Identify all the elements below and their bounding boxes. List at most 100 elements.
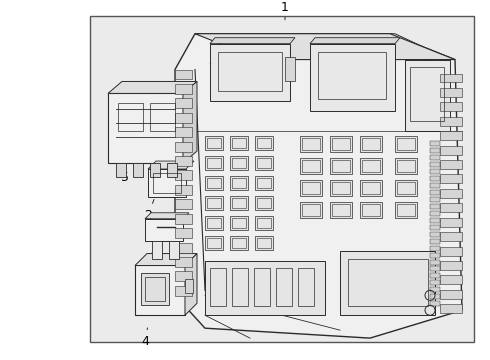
Polygon shape: [440, 146, 462, 154]
Polygon shape: [430, 301, 440, 306]
Polygon shape: [360, 180, 382, 196]
Polygon shape: [145, 213, 189, 219]
Polygon shape: [330, 136, 352, 152]
Polygon shape: [430, 211, 440, 216]
Polygon shape: [148, 161, 194, 169]
Polygon shape: [116, 163, 126, 177]
Polygon shape: [175, 185, 192, 195]
Polygon shape: [440, 102, 462, 111]
Polygon shape: [135, 265, 185, 315]
Polygon shape: [440, 73, 462, 82]
Polygon shape: [440, 290, 462, 299]
Polygon shape: [430, 280, 440, 285]
Polygon shape: [440, 261, 462, 270]
Polygon shape: [167, 163, 177, 177]
Polygon shape: [330, 180, 352, 196]
Polygon shape: [175, 141, 192, 152]
Polygon shape: [230, 236, 248, 249]
Polygon shape: [141, 274, 169, 305]
Polygon shape: [430, 162, 440, 167]
Polygon shape: [133, 163, 143, 177]
Polygon shape: [230, 176, 248, 190]
Polygon shape: [430, 204, 440, 209]
Polygon shape: [300, 202, 322, 218]
Polygon shape: [340, 251, 435, 315]
Polygon shape: [440, 189, 462, 198]
Polygon shape: [430, 183, 440, 188]
Polygon shape: [430, 294, 440, 299]
Polygon shape: [440, 275, 462, 284]
Polygon shape: [330, 158, 352, 174]
Polygon shape: [255, 216, 273, 230]
Polygon shape: [255, 136, 273, 150]
Polygon shape: [430, 218, 440, 223]
Polygon shape: [430, 141, 440, 146]
Polygon shape: [430, 148, 440, 153]
Polygon shape: [440, 247, 462, 256]
Polygon shape: [430, 176, 440, 181]
Polygon shape: [300, 180, 322, 196]
Polygon shape: [395, 180, 417, 196]
Polygon shape: [430, 232, 440, 237]
Polygon shape: [430, 225, 440, 230]
Polygon shape: [430, 197, 440, 202]
Polygon shape: [175, 156, 192, 166]
Polygon shape: [148, 169, 186, 197]
Polygon shape: [90, 16, 474, 342]
Polygon shape: [430, 239, 440, 244]
Polygon shape: [255, 176, 273, 190]
Polygon shape: [205, 176, 223, 190]
Polygon shape: [430, 253, 440, 257]
Polygon shape: [430, 274, 440, 278]
Polygon shape: [108, 81, 197, 93]
Polygon shape: [255, 156, 273, 170]
Text: 2: 2: [144, 199, 154, 222]
Text: 3: 3: [141, 253, 152, 274]
Polygon shape: [150, 163, 160, 177]
Polygon shape: [169, 240, 179, 258]
Polygon shape: [330, 202, 352, 218]
Polygon shape: [175, 113, 192, 123]
Polygon shape: [360, 158, 382, 174]
Polygon shape: [175, 286, 192, 296]
Polygon shape: [185, 253, 197, 315]
Polygon shape: [395, 158, 417, 174]
Polygon shape: [195, 34, 455, 59]
Polygon shape: [175, 84, 192, 94]
Polygon shape: [135, 253, 197, 265]
Polygon shape: [430, 266, 440, 271]
Polygon shape: [440, 232, 462, 241]
Polygon shape: [285, 57, 295, 81]
Polygon shape: [440, 160, 462, 169]
Polygon shape: [430, 190, 440, 195]
Polygon shape: [175, 271, 192, 282]
Polygon shape: [300, 158, 322, 174]
Polygon shape: [175, 257, 192, 267]
Text: 1: 1: [281, 1, 289, 20]
Polygon shape: [255, 236, 273, 249]
Text: 4: 4: [141, 328, 149, 348]
Text: 5: 5: [121, 162, 129, 184]
Polygon shape: [175, 34, 462, 338]
Polygon shape: [360, 136, 382, 152]
Polygon shape: [108, 93, 183, 163]
Polygon shape: [395, 136, 417, 152]
Polygon shape: [440, 117, 462, 126]
Polygon shape: [440, 175, 462, 184]
Polygon shape: [430, 246, 440, 251]
Polygon shape: [205, 196, 223, 210]
Polygon shape: [300, 136, 322, 152]
Polygon shape: [440, 131, 462, 140]
Polygon shape: [205, 136, 223, 150]
Polygon shape: [175, 69, 192, 80]
Polygon shape: [152, 240, 162, 258]
Polygon shape: [185, 279, 193, 293]
Polygon shape: [210, 38, 295, 44]
Polygon shape: [405, 59, 450, 131]
Polygon shape: [205, 156, 223, 170]
Polygon shape: [430, 287, 440, 292]
Polygon shape: [145, 219, 183, 240]
Polygon shape: [360, 202, 382, 218]
Polygon shape: [440, 304, 462, 313]
Polygon shape: [440, 203, 462, 212]
